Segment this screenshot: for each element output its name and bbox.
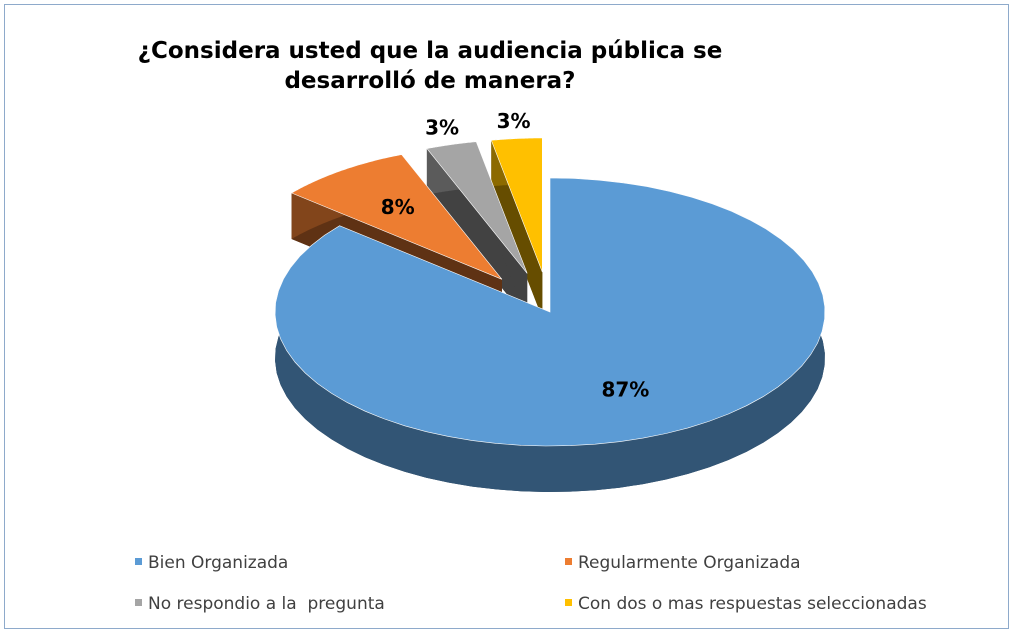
legend-item: Regularmente Organizada xyxy=(565,553,801,573)
legend-swatch xyxy=(135,598,142,606)
data-label: 8% xyxy=(381,195,415,219)
data-label: 3% xyxy=(425,116,459,140)
legend-swatch xyxy=(565,598,572,606)
slice xyxy=(490,137,543,273)
data-label: 87% xyxy=(601,377,649,401)
data-label: 3% xyxy=(497,109,531,133)
slice xyxy=(426,141,528,274)
chart-frame xyxy=(4,4,1009,629)
slice xyxy=(274,177,826,447)
legend-label: Regularmente Organizada xyxy=(578,553,801,573)
legend-item: Bien Organizada xyxy=(135,553,288,573)
legend-item: No respondio a la pregunta xyxy=(135,594,385,614)
legend-item: Con dos o mas respuestas seleccionadas xyxy=(565,594,927,614)
legend-swatch xyxy=(135,557,142,565)
chart-title: ¿Considera usted que la audiencia públic… xyxy=(137,38,731,94)
slice-inner-wall xyxy=(426,148,528,320)
legend-label: Con dos o mas respuestas seleccionadas xyxy=(578,594,927,614)
legend-label: No respondio a la pregunta xyxy=(148,594,385,614)
slice xyxy=(290,154,503,280)
legend-swatch xyxy=(565,557,572,565)
legend-label: Bien Organizada xyxy=(148,553,289,573)
